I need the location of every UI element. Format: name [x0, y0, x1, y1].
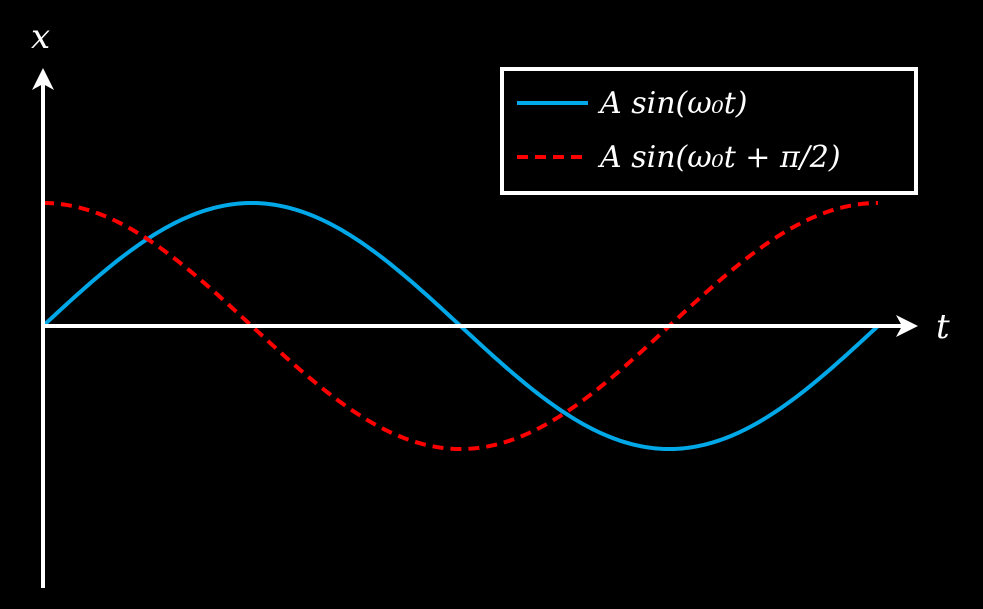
t-axis-arrow: [896, 315, 918, 337]
axes: t x: [31, 17, 950, 588]
legend-box: [500, 67, 918, 195]
series-line-2: [42, 201, 879, 452]
x-axis-label: x: [31, 17, 50, 57]
t-axis-label: t: [936, 307, 950, 347]
legend-label-series-2: A sin(ω₀t + π/2): [597, 140, 841, 175]
x-axis-arrow: [32, 68, 54, 90]
legend-label-series-1: A sin(ω₀t): [597, 86, 747, 121]
legend: A sin(ω₀t) A sin(ω₀t + π/2): [500, 67, 918, 195]
